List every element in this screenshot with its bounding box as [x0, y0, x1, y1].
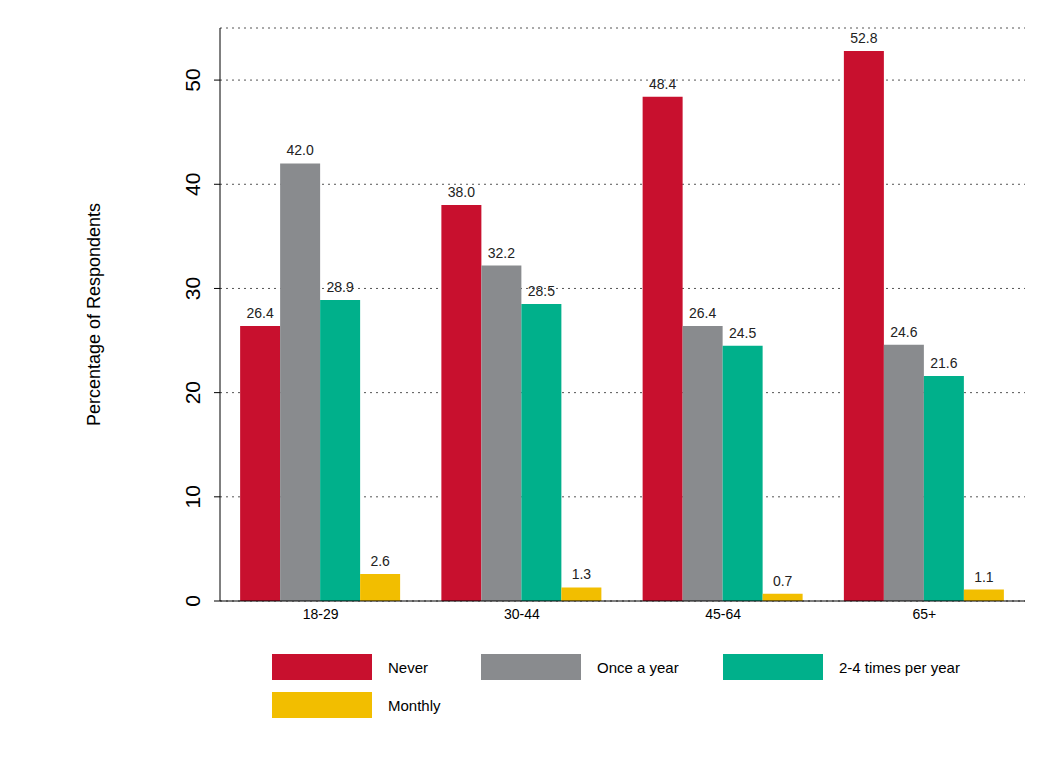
- svg-text:0: 0: [181, 595, 204, 607]
- svg-text:1.1: 1.1: [974, 569, 994, 585]
- svg-text:65+: 65+: [913, 606, 937, 622]
- svg-text:48.4: 48.4: [649, 76, 676, 92]
- svg-text:45-64: 45-64: [705, 606, 741, 622]
- html-text:2-4 times per year: 2-4 times per year: [839, 658, 960, 676]
- svg-text:Percentage of Respondents: Percentage of Respondents: [84, 203, 104, 426]
- svg-text:38.0: 38.0: [448, 184, 475, 200]
- svg-text:21.6: 21.6: [930, 355, 957, 371]
- svg-text:32.2: 32.2: [488, 245, 515, 261]
- svg-text:24.6: 24.6: [890, 324, 917, 340]
- html-text:Once a year: Once a year: [597, 658, 679, 676]
- html-text:Never: Never: [388, 658, 428, 676]
- svg-text:52.8: 52.8: [850, 30, 877, 46]
- svg-text:1.3: 1.3: [572, 566, 592, 582]
- svg-text:30-44: 30-44: [504, 606, 540, 622]
- svg-text:0.7: 0.7: [773, 573, 793, 589]
- svg-text:42.0: 42.0: [287, 142, 314, 158]
- svg-text:30: 30: [181, 277, 204, 300]
- svg-text:20: 20: [181, 381, 204, 404]
- svg-text:2.6: 2.6: [370, 553, 390, 569]
- svg-text:28.9: 28.9: [327, 279, 354, 295]
- svg-text:18-29: 18-29: [303, 606, 339, 622]
- svg-text:28.5: 28.5: [528, 283, 555, 299]
- svg-text:26.4: 26.4: [247, 305, 274, 321]
- svg-text:50: 50: [181, 68, 204, 91]
- html-text:Monthly: Monthly: [388, 696, 441, 714]
- svg-text:26.4: 26.4: [689, 305, 716, 321]
- svg-text:10: 10: [181, 485, 204, 508]
- svg-text:24.5: 24.5: [729, 325, 756, 341]
- svg-text:40: 40: [181, 173, 204, 196]
